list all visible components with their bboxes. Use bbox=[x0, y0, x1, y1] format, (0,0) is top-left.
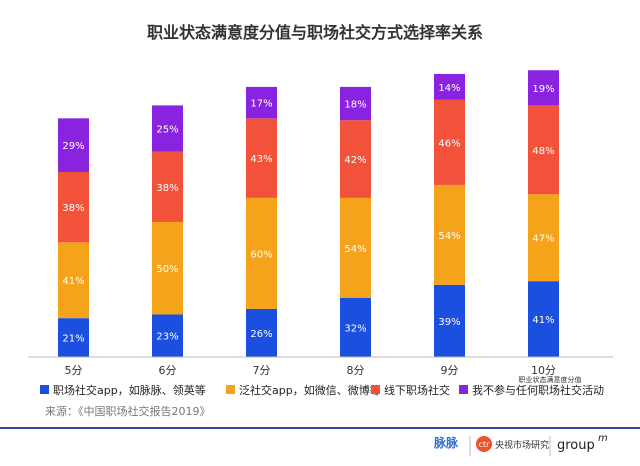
legend-swatch bbox=[40, 385, 49, 394]
data-label-3-3: 43% bbox=[250, 154, 272, 165]
legend-label: 职场社交app，如脉脉、领英等 bbox=[53, 383, 206, 397]
data-label-4-3: 17% bbox=[250, 99, 272, 110]
logo-groupm: group m bbox=[557, 433, 608, 453]
logo-groupm-sup: m bbox=[598, 433, 608, 444]
bar-segment-2-2 bbox=[152, 221, 183, 315]
bar-segment-4-1 bbox=[58, 118, 89, 172]
legend-label: 我不参与任何职场社交活动 bbox=[472, 383, 604, 397]
x-tick-label: 6分 bbox=[159, 364, 177, 377]
data-label-1-4: 32% bbox=[344, 323, 366, 334]
bar-segment-3-3 bbox=[246, 118, 277, 198]
data-label-2-2: 50% bbox=[156, 264, 178, 275]
x-tick-label: 7分 bbox=[253, 364, 271, 377]
legend-swatch bbox=[226, 385, 235, 394]
bar-segment-1-5 bbox=[434, 284, 465, 357]
x-tick-label: 5分 bbox=[65, 364, 83, 377]
legend-label: 线下职场社交 bbox=[384, 383, 450, 397]
bar-segment-3-4 bbox=[340, 120, 371, 198]
data-label-1-3: 26% bbox=[250, 329, 272, 340]
data-label-4-5: 14% bbox=[438, 83, 460, 94]
bar-segment-1-2 bbox=[152, 314, 183, 357]
data-label-2-5: 54% bbox=[438, 231, 460, 242]
data-label-2-4: 54% bbox=[344, 244, 366, 255]
bar-segment-1-4 bbox=[340, 297, 371, 357]
data-label-2-3: 60% bbox=[250, 249, 272, 260]
data-label-4-1: 29% bbox=[62, 141, 84, 152]
data-label-4-6: 19% bbox=[532, 84, 554, 95]
bar-segment-2-4 bbox=[340, 197, 371, 298]
ctr-circle-icon bbox=[476, 436, 492, 452]
data-label-2-6: 47% bbox=[532, 234, 554, 245]
bar-segment-1-6 bbox=[528, 281, 559, 357]
bar-segment-1-1 bbox=[58, 318, 89, 357]
bars-group: 21% 41% 38% 29% 23% 50% 38% 25% 26% 60% 43% 17% 32% 5… bbox=[58, 70, 559, 357]
logo-maimai-text: 脉脉 bbox=[433, 435, 459, 450]
bar-segment-4-3 bbox=[246, 86, 277, 119]
data-label-3-4: 42% bbox=[344, 155, 366, 166]
legend-item-2: 泛社交app，如微信、微博等 bbox=[226, 383, 381, 397]
legend: 职场社交app，如脉脉、领英等 泛社交app，如微信、微博等 线下职场社交 我不参与任… bbox=[40, 383, 604, 397]
bar-segment-4-5 bbox=[434, 73, 465, 100]
legend-item-3: 线下职场社交 bbox=[371, 383, 450, 397]
legend-swatch bbox=[459, 385, 468, 394]
data-label-4-2: 25% bbox=[156, 125, 178, 136]
data-label-3-1: 38% bbox=[62, 203, 84, 214]
x-axis-title: 职业状态满意度分值 bbox=[519, 375, 582, 384]
legend-item-1: 职场社交app，如脉脉、领英等 bbox=[40, 383, 206, 397]
x-tick-label: 9分 bbox=[441, 364, 459, 377]
bar-segment-1-3 bbox=[246, 308, 277, 357]
source-note: 来源：《中国职场社交报告2019》 bbox=[45, 404, 211, 418]
chart-title: 职业状态满意度分值与职场社交方式选择率关系 bbox=[147, 23, 483, 42]
legend-swatch bbox=[371, 385, 380, 394]
x-tick-label: 8分 bbox=[347, 364, 365, 377]
data-label-2-1: 41% bbox=[62, 276, 84, 287]
data-label-1-5: 39% bbox=[438, 317, 460, 328]
bar-segment-3-5 bbox=[434, 99, 465, 185]
bar-segment-2-1 bbox=[58, 242, 89, 319]
bar-segment-4-6 bbox=[528, 70, 559, 106]
data-label-1-6: 41% bbox=[532, 315, 554, 326]
x-axis-labels: 5分 6分 7分 8分 9分 10分 bbox=[65, 364, 557, 377]
bar-segment-4-2 bbox=[152, 105, 183, 152]
data-label-3-6: 48% bbox=[532, 146, 554, 157]
legend-label: 泛社交app，如微信、微博等 bbox=[239, 383, 381, 397]
logo-maimai: 脉脉 bbox=[433, 435, 459, 450]
data-label-3-5: 46% bbox=[438, 138, 460, 149]
bar-segment-3-1 bbox=[58, 172, 89, 243]
data-label-1-2: 23% bbox=[156, 332, 178, 343]
logo-groupm-text: group bbox=[557, 438, 595, 453]
logo-ctr-name: 央视市场研究 bbox=[495, 439, 549, 451]
data-label-4-4: 18% bbox=[344, 100, 366, 111]
legend-item-4: 我不参与任何职场社交活动 bbox=[459, 383, 604, 397]
bar-segment-2-5 bbox=[434, 184, 465, 285]
bar-segment-3-2 bbox=[152, 151, 183, 222]
x-tick-label: 10分 bbox=[531, 364, 556, 377]
bar-segment-2-6 bbox=[528, 194, 559, 282]
bar-segment-2-3 bbox=[246, 197, 277, 309]
data-label-1-1: 21% bbox=[62, 334, 84, 345]
bar-segment-4-4 bbox=[340, 86, 371, 121]
bar-segment-3-6 bbox=[528, 105, 559, 195]
data-label-3-2: 38% bbox=[156, 183, 178, 194]
logo-ctr-text: ctr bbox=[479, 440, 491, 449]
logo-ctr: ctr 央视市场研究 bbox=[476, 436, 549, 452]
